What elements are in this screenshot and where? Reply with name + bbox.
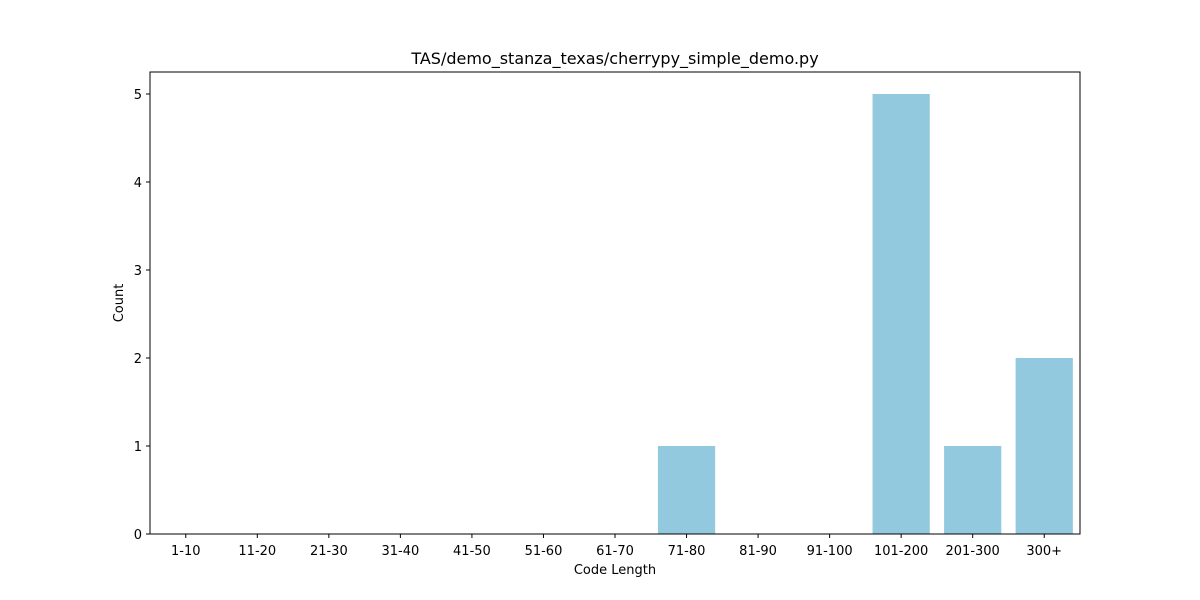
y-axis: 0 1 2 3 4 5	[134, 88, 150, 543]
y-tick-label: 2	[134, 352, 142, 367]
x-tick-label: 1-10	[171, 544, 201, 559]
bars	[657, 94, 1073, 534]
x-axis: 1-10 11-20 21-30 31-40 41-50 51-60 61-70 71-80 8…	[171, 534, 1062, 559]
y-tick-label: 4	[134, 176, 142, 191]
y-tick-label: 5	[134, 88, 142, 103]
x-tick-label: 91-100	[807, 544, 853, 559]
x-tick-label: 51-60	[525, 544, 563, 559]
plot-frame	[149, 71, 1081, 535]
x-tick-label: 11-20	[238, 544, 276, 559]
x-tick-label: 41-50	[453, 544, 491, 559]
x-axis-label: Code Length	[574, 563, 656, 578]
y-tick-label: 1	[134, 440, 142, 455]
x-tick-label: 101-200	[874, 544, 928, 559]
y-tick-label: 3	[134, 264, 142, 279]
x-tick-label: 21-30	[310, 544, 348, 559]
y-axis-label: Count	[112, 284, 127, 323]
chart-title: TAS/demo_stanza_texas/cherrypy_simple_de…	[410, 49, 818, 69]
x-tick-label: 81-90	[739, 544, 777, 559]
x-tick-label: 201-300	[946, 544, 1000, 559]
x-tick-label: 31-40	[381, 544, 419, 559]
x-tick-label: 300+	[1026, 544, 1062, 559]
bar-71-80	[657, 446, 716, 534]
x-tick-label: 61-70	[596, 544, 634, 559]
bar-101-200	[872, 94, 930, 534]
y-tick-label: 0	[134, 528, 142, 543]
x-tick-label: 71-80	[668, 544, 706, 559]
bar-201-300	[944, 446, 1002, 534]
bar-300+	[1015, 358, 1073, 534]
